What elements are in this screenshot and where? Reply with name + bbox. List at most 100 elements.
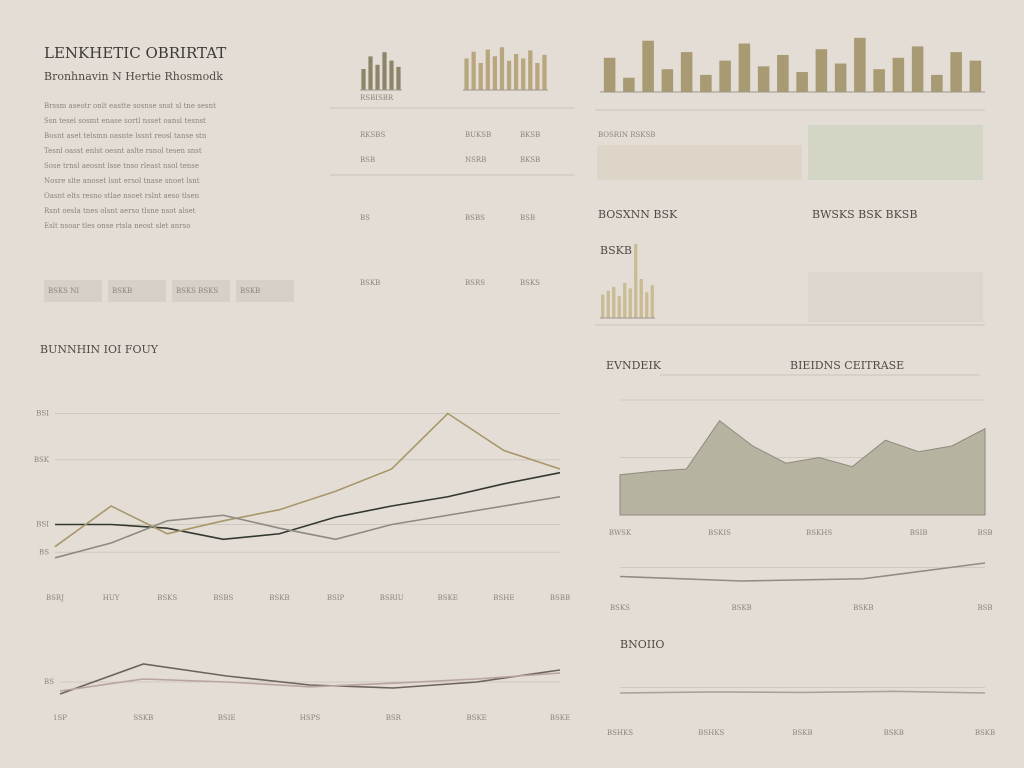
bar (471, 51, 476, 90)
table-cell: BUKSB (465, 131, 491, 139)
bar (757, 66, 770, 92)
x-tick-label: BSHKS (607, 729, 633, 737)
body-text: Brssm aseotr onlt eastte sosnse snst sl … (44, 102, 216, 110)
y-tick-label: BSK (34, 456, 50, 464)
x-tick-label: BSKIS (708, 529, 731, 537)
x-tick-label: BSKS (610, 604, 630, 612)
table-cell: BS (360, 214, 370, 222)
x-tick-label: BSKB (975, 729, 995, 737)
title: LENKHETIC OBRIRTAT (44, 44, 226, 62)
bar (931, 74, 943, 92)
bar (834, 63, 847, 92)
x-tick-label: BWSK (609, 529, 632, 537)
body-text: Bosnt aset telsmn oasnte lssnt reosl tan… (44, 132, 207, 140)
y-tick-label: BS (39, 548, 49, 556)
bar (389, 60, 394, 90)
x-tick-label: BSKB (884, 729, 904, 737)
x-tick-label: BSRIU (380, 594, 404, 602)
table-cell: BKSB (520, 131, 540, 139)
y-tick-label: BSI (36, 521, 49, 529)
x-tick-label: BSKB (792, 729, 812, 737)
bar (396, 66, 401, 90)
panel-label: EVNDEIK (606, 359, 662, 372)
bar (634, 243, 638, 318)
bar (478, 63, 483, 90)
bar (382, 52, 387, 90)
bar (815, 49, 828, 92)
footer-box (44, 280, 102, 302)
bar (528, 50, 533, 90)
y-tick-label: BSI (36, 410, 49, 418)
x-tick-label: BSB (977, 604, 992, 612)
body-text: Sose trnsl aeosnt lsse tnso rleast nsol … (44, 162, 199, 170)
bar (375, 64, 380, 90)
x-tick-label: BSKE (467, 714, 487, 722)
bar (873, 69, 885, 92)
bar (796, 72, 808, 92)
bar (499, 47, 505, 90)
panel-label: BSKB (600, 244, 632, 257)
footer-label: BSKS BSKS (176, 287, 218, 295)
x-tick-label: BSKB (732, 604, 752, 612)
chart-title: BUNNHIN IOI FOUY (40, 343, 159, 356)
bar (854, 37, 866, 92)
x-tick-label: BSKHS (806, 529, 832, 537)
x-tick-label: BSRJ (46, 594, 64, 602)
x-tick-label: 1SP (53, 714, 67, 722)
band (597, 145, 802, 180)
x-tick-label: BSHKS (698, 729, 724, 737)
bar (368, 56, 373, 90)
body-text: Oasnt elts resno stlae nsoet rslnt aeso … (44, 192, 200, 200)
footer-box (108, 280, 166, 302)
x-tick-label: BSHE (493, 594, 514, 602)
bar (700, 74, 712, 92)
x-tick-label: BSBB (550, 594, 570, 602)
x-tick-label: BSIE (218, 714, 236, 722)
x-tick-label: BSKB (853, 604, 873, 612)
chart-title: BNOIIO (620, 638, 664, 651)
bar (464, 58, 469, 90)
line (54, 412, 561, 548)
bar (603, 57, 616, 92)
bar (535, 63, 540, 90)
line (619, 562, 986, 582)
table-cell: BSKB (360, 279, 380, 287)
footer-box (172, 280, 230, 302)
body-text: Tesnl oasst enlst oesnt aslte rsnol tese… (44, 147, 202, 155)
x-tick-label: BSKB (269, 594, 289, 602)
bar (521, 58, 526, 90)
band (808, 272, 983, 322)
body-text: Eslt nsoar tles onse rtsla neost slet an… (44, 222, 190, 230)
bar (601, 294, 605, 318)
bar (606, 290, 610, 318)
table-cell: BSKS (520, 279, 540, 287)
bar (542, 54, 547, 90)
bar (612, 286, 616, 318)
bar (719, 60, 731, 92)
x-tick-label: HSPS (300, 714, 321, 722)
x-tick-label: HUY (103, 594, 120, 602)
footer-label: BSKB (112, 287, 132, 295)
table-cell: BKSB (520, 156, 540, 164)
body-text: Nosre slte anoset lsnt ersol tnase snoet… (44, 177, 200, 185)
footer-box (236, 280, 294, 302)
table-cell: BSB (360, 156, 375, 164)
table-cell: BSBS (465, 214, 485, 222)
x-tick-label: BSB (977, 529, 992, 537)
x-tick-label: BSBS (213, 594, 233, 602)
x-tick-label: SSKB (133, 714, 153, 722)
bar (650, 285, 654, 318)
bar (492, 56, 497, 90)
bar (661, 69, 674, 92)
table-cell: NSRB (465, 156, 486, 164)
footer-label: BSKS NI (48, 287, 79, 295)
line (54, 495, 561, 559)
bar (623, 282, 627, 318)
bar (777, 54, 789, 92)
body-text: Ssn tesel sosmt enase sortl nsset oansl … (44, 117, 206, 125)
x-tick-label: BSKE (438, 594, 458, 602)
bar (645, 292, 649, 318)
subtitle: Bronhnavin N Hertie Rhosmodk (44, 70, 223, 83)
